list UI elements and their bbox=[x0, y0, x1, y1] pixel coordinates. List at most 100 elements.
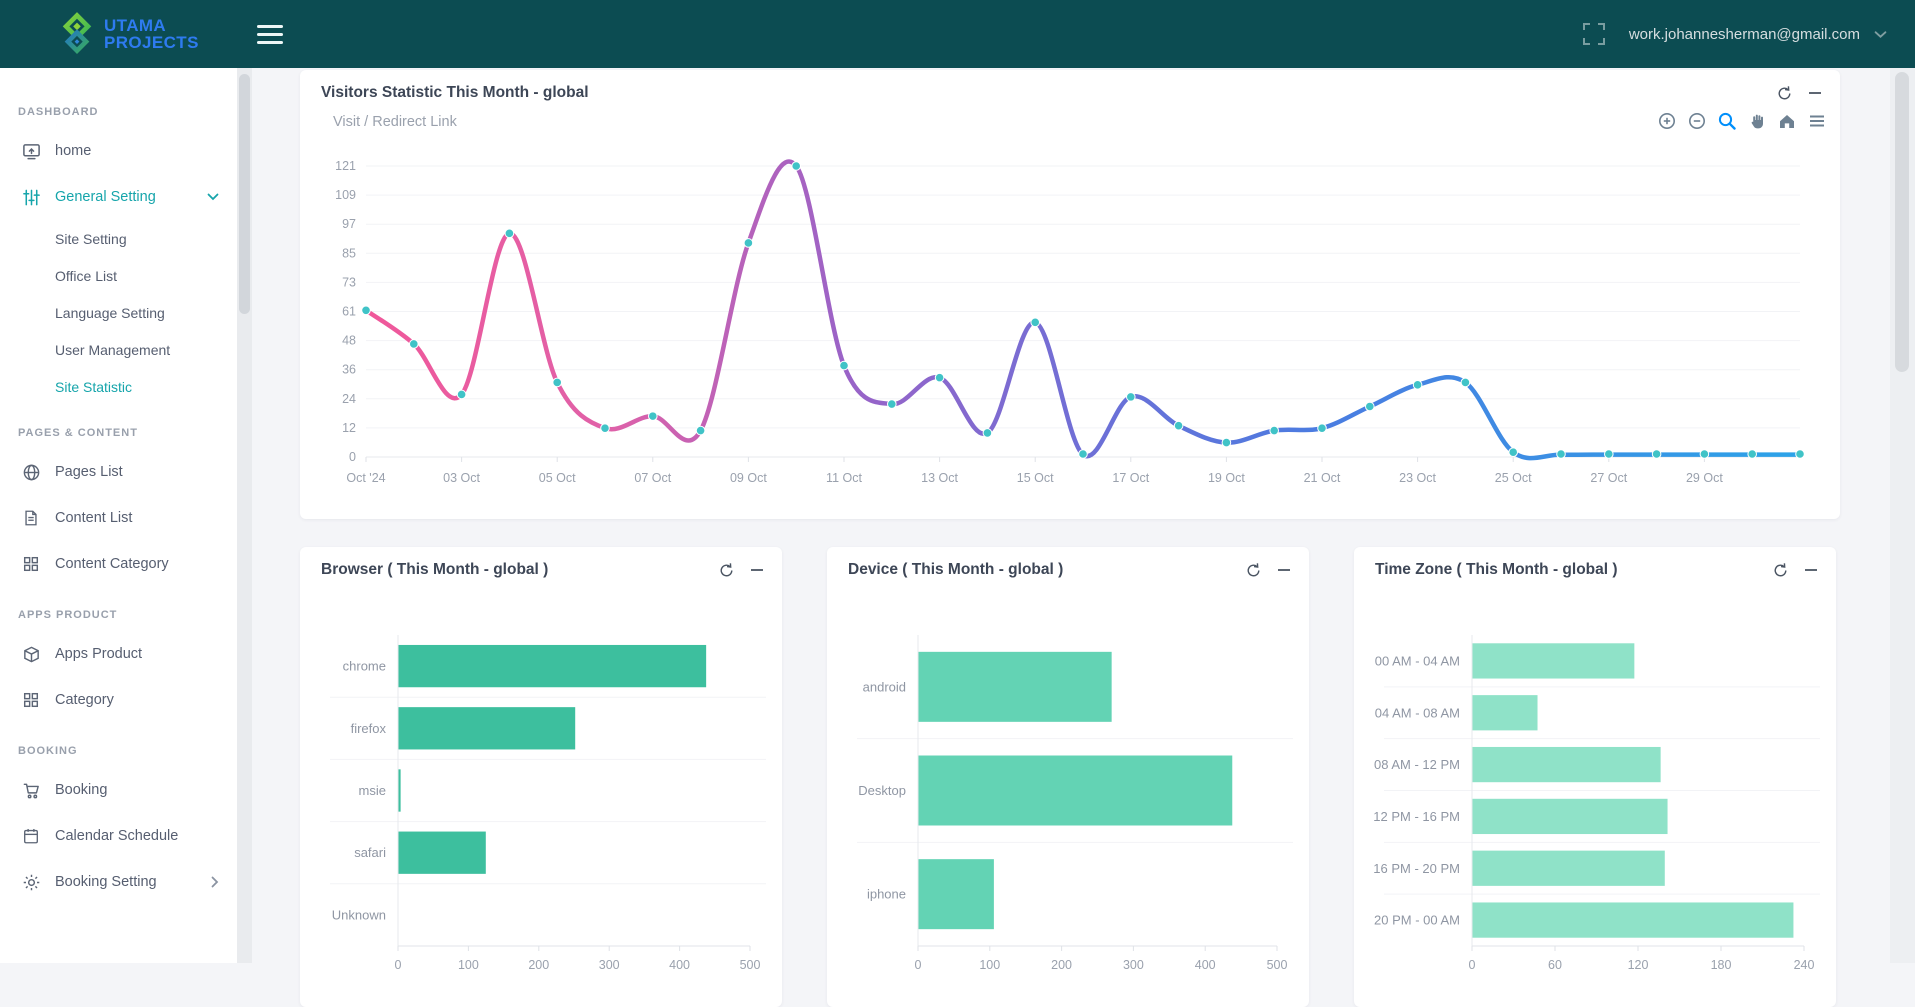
sidebar-section-booking: BOOKING bbox=[18, 745, 78, 757]
pan-icon[interactable] bbox=[1746, 110, 1768, 132]
x-axis-tick: 13 Oct bbox=[921, 471, 958, 485]
x-axis-tick: 09 Oct bbox=[730, 471, 767, 485]
sidebar-item-label: Content Category bbox=[55, 556, 169, 572]
x-axis-tick: 0 bbox=[1469, 958, 1476, 972]
minus-icon[interactable] bbox=[1802, 561, 1820, 579]
data-point-marker bbox=[361, 305, 371, 316]
sidebar-section-pages-content: PAGES & CONTENT bbox=[18, 427, 138, 439]
x-axis-tick: 0 bbox=[915, 958, 922, 972]
data-point-marker bbox=[1412, 380, 1423, 390]
chevron-down-icon bbox=[207, 193, 219, 201]
sidebar-subitem-site-statistic[interactable]: Site Statistic bbox=[55, 378, 133, 395]
data-point-marker bbox=[695, 425, 706, 436]
x-axis-tick: 17 Oct bbox=[1112, 471, 1149, 485]
visitors-card-title: Visitors Statistic This Month - global bbox=[321, 84, 589, 101]
minus-icon[interactable] bbox=[1275, 561, 1293, 579]
sidebar-section-dashboard: DASHBOARD bbox=[18, 106, 99, 118]
user-menu[interactable]: work.johannesherman@gmail.com bbox=[1629, 26, 1887, 43]
data-point-marker bbox=[934, 372, 945, 383]
bar-category-label: 20 PM - 00 AM bbox=[1374, 913, 1460, 928]
sidebar-item-category[interactable]: Category bbox=[0, 677, 237, 723]
chevron-down-icon bbox=[1874, 30, 1887, 38]
x-axis-tick: 200 bbox=[1051, 958, 1072, 972]
brand-logo[interactable]: UTAMA PROJECTS bbox=[0, 11, 237, 57]
data-point-marker bbox=[1747, 449, 1757, 459]
zoom-in-icon[interactable] bbox=[1656, 110, 1678, 132]
data-point-marker bbox=[1460, 377, 1471, 388]
data-point-marker bbox=[1699, 449, 1710, 459]
sidebar-item-calendar-schedule[interactable]: Calendar Schedule bbox=[0, 813, 237, 859]
bar-16-pm-20-pm bbox=[1472, 850, 1665, 886]
data-point-marker bbox=[504, 228, 515, 239]
bar-chrome bbox=[398, 644, 707, 688]
bar-category-label: iphone bbox=[867, 887, 906, 902]
refresh-icon[interactable] bbox=[1771, 561, 1789, 579]
sidebar-item-content-list[interactable]: Content List bbox=[0, 495, 237, 541]
bar-category-label: Desktop bbox=[858, 783, 906, 798]
sidebar-item-content-category[interactable]: Content Category bbox=[0, 541, 237, 587]
grid-icon bbox=[21, 554, 41, 574]
bar-category-label: msie bbox=[359, 783, 386, 798]
sidebar-subitem-office-list[interactable]: Office List bbox=[55, 267, 117, 284]
bar-category-label: safari bbox=[354, 845, 386, 860]
home-icon[interactable] bbox=[1776, 110, 1798, 132]
selection-zoom-icon[interactable] bbox=[1716, 110, 1738, 132]
bar-category-label: android bbox=[863, 679, 906, 694]
data-point-marker bbox=[839, 360, 849, 371]
data-point-marker bbox=[552, 377, 563, 388]
bar-category-label: 04 AM - 08 AM bbox=[1375, 705, 1460, 720]
data-point-marker bbox=[791, 161, 802, 171]
x-axis-tick: 180 bbox=[1711, 958, 1732, 972]
browser-bar-chart[interactable]: chrome firefox msie safari Unknown 0 100 200 300… bbox=[300, 547, 782, 979]
bar-android bbox=[918, 651, 1112, 722]
zoom-out-icon[interactable] bbox=[1686, 110, 1708, 132]
device-bar-chart[interactable]: android Desktop iphone 0 100 200 300 400 500 bbox=[827, 547, 1309, 979]
sidebar: DASHBOARD home General Setting Site Setting… bbox=[0, 68, 237, 963]
x-axis-tick: 15 Oct bbox=[1017, 471, 1054, 485]
device-card-title: Device ( This Month - global ) bbox=[848, 561, 1064, 578]
minus-icon[interactable] bbox=[1806, 84, 1824, 102]
data-point-marker bbox=[887, 399, 897, 409]
data-point-marker bbox=[456, 389, 467, 400]
sidebar-item-general-setting[interactable]: General Setting bbox=[0, 174, 237, 220]
sidebar-item-apps-product[interactable]: Apps Product bbox=[0, 631, 237, 677]
refresh-icon[interactable] bbox=[1775, 84, 1793, 102]
visitors-statistic-card: Visitors Statistic This Month - global V… bbox=[300, 70, 1840, 519]
sidebar-scrollbar[interactable] bbox=[237, 68, 252, 963]
sidebar-item-label: Content List bbox=[55, 510, 133, 526]
minus-icon[interactable] bbox=[748, 561, 766, 579]
sidebar-item-home[interactable]: home bbox=[0, 128, 237, 174]
menu-toggle-button[interactable] bbox=[257, 24, 283, 44]
visitors-line-chart[interactable]: 121 109 97 85 73 61 48 36 24 12 0 Oct '24 03 Oct 05 O… bbox=[300, 70, 1840, 519]
data-point-marker bbox=[1795, 449, 1805, 459]
sidebar-subitem-site-setting[interactable]: Site Setting bbox=[55, 230, 127, 247]
refresh-icon[interactable] bbox=[1244, 561, 1262, 579]
x-axis-tick: 29 Oct bbox=[1686, 471, 1723, 485]
y-axis-tick: 24 bbox=[342, 392, 356, 406]
sidebar-section-apps-product: APPS PRODUCT bbox=[18, 609, 118, 621]
x-axis-tick: 19 Oct bbox=[1208, 471, 1245, 485]
sidebar-item-label: home bbox=[55, 143, 92, 159]
globe-icon bbox=[21, 462, 41, 482]
x-axis-tick: 100 bbox=[979, 958, 1000, 972]
sidebar-item-pages-list[interactable]: Pages List bbox=[0, 449, 237, 495]
page-scrollbar[interactable] bbox=[1890, 68, 1915, 963]
sidebar-item-booking[interactable]: Booking bbox=[0, 767, 237, 813]
bar-category-label: 12 PM - 16 PM bbox=[1373, 809, 1460, 824]
data-point-marker bbox=[409, 339, 419, 349]
timezone-bar-chart[interactable]: 00 AM - 04 AM 04 AM - 08 AM 08 AM - 12 PM 1… bbox=[1354, 547, 1836, 979]
y-axis-tick: 48 bbox=[342, 334, 356, 348]
fullscreen-icon[interactable] bbox=[1582, 23, 1605, 45]
refresh-icon[interactable] bbox=[717, 561, 735, 579]
sidebar-subitem-user-management[interactable]: User Management bbox=[55, 341, 171, 358]
menu-icon[interactable] bbox=[1806, 110, 1828, 132]
bar-08-am-12-pm bbox=[1472, 746, 1661, 783]
bar-category-label: Unknown bbox=[332, 907, 386, 922]
x-axis-tick: 05 Oct bbox=[539, 471, 576, 485]
sidebar-item-label: Booking Setting bbox=[55, 874, 157, 890]
sidebar-subitem-language-setting[interactable]: Language Setting bbox=[55, 304, 165, 321]
data-point-marker bbox=[1604, 449, 1614, 459]
sidebar-item-booking-setting[interactable]: Booking Setting bbox=[0, 859, 237, 905]
bar-category-label: 00 AM - 04 AM bbox=[1375, 653, 1460, 668]
bar-04-am-08-am bbox=[1472, 695, 1538, 731]
